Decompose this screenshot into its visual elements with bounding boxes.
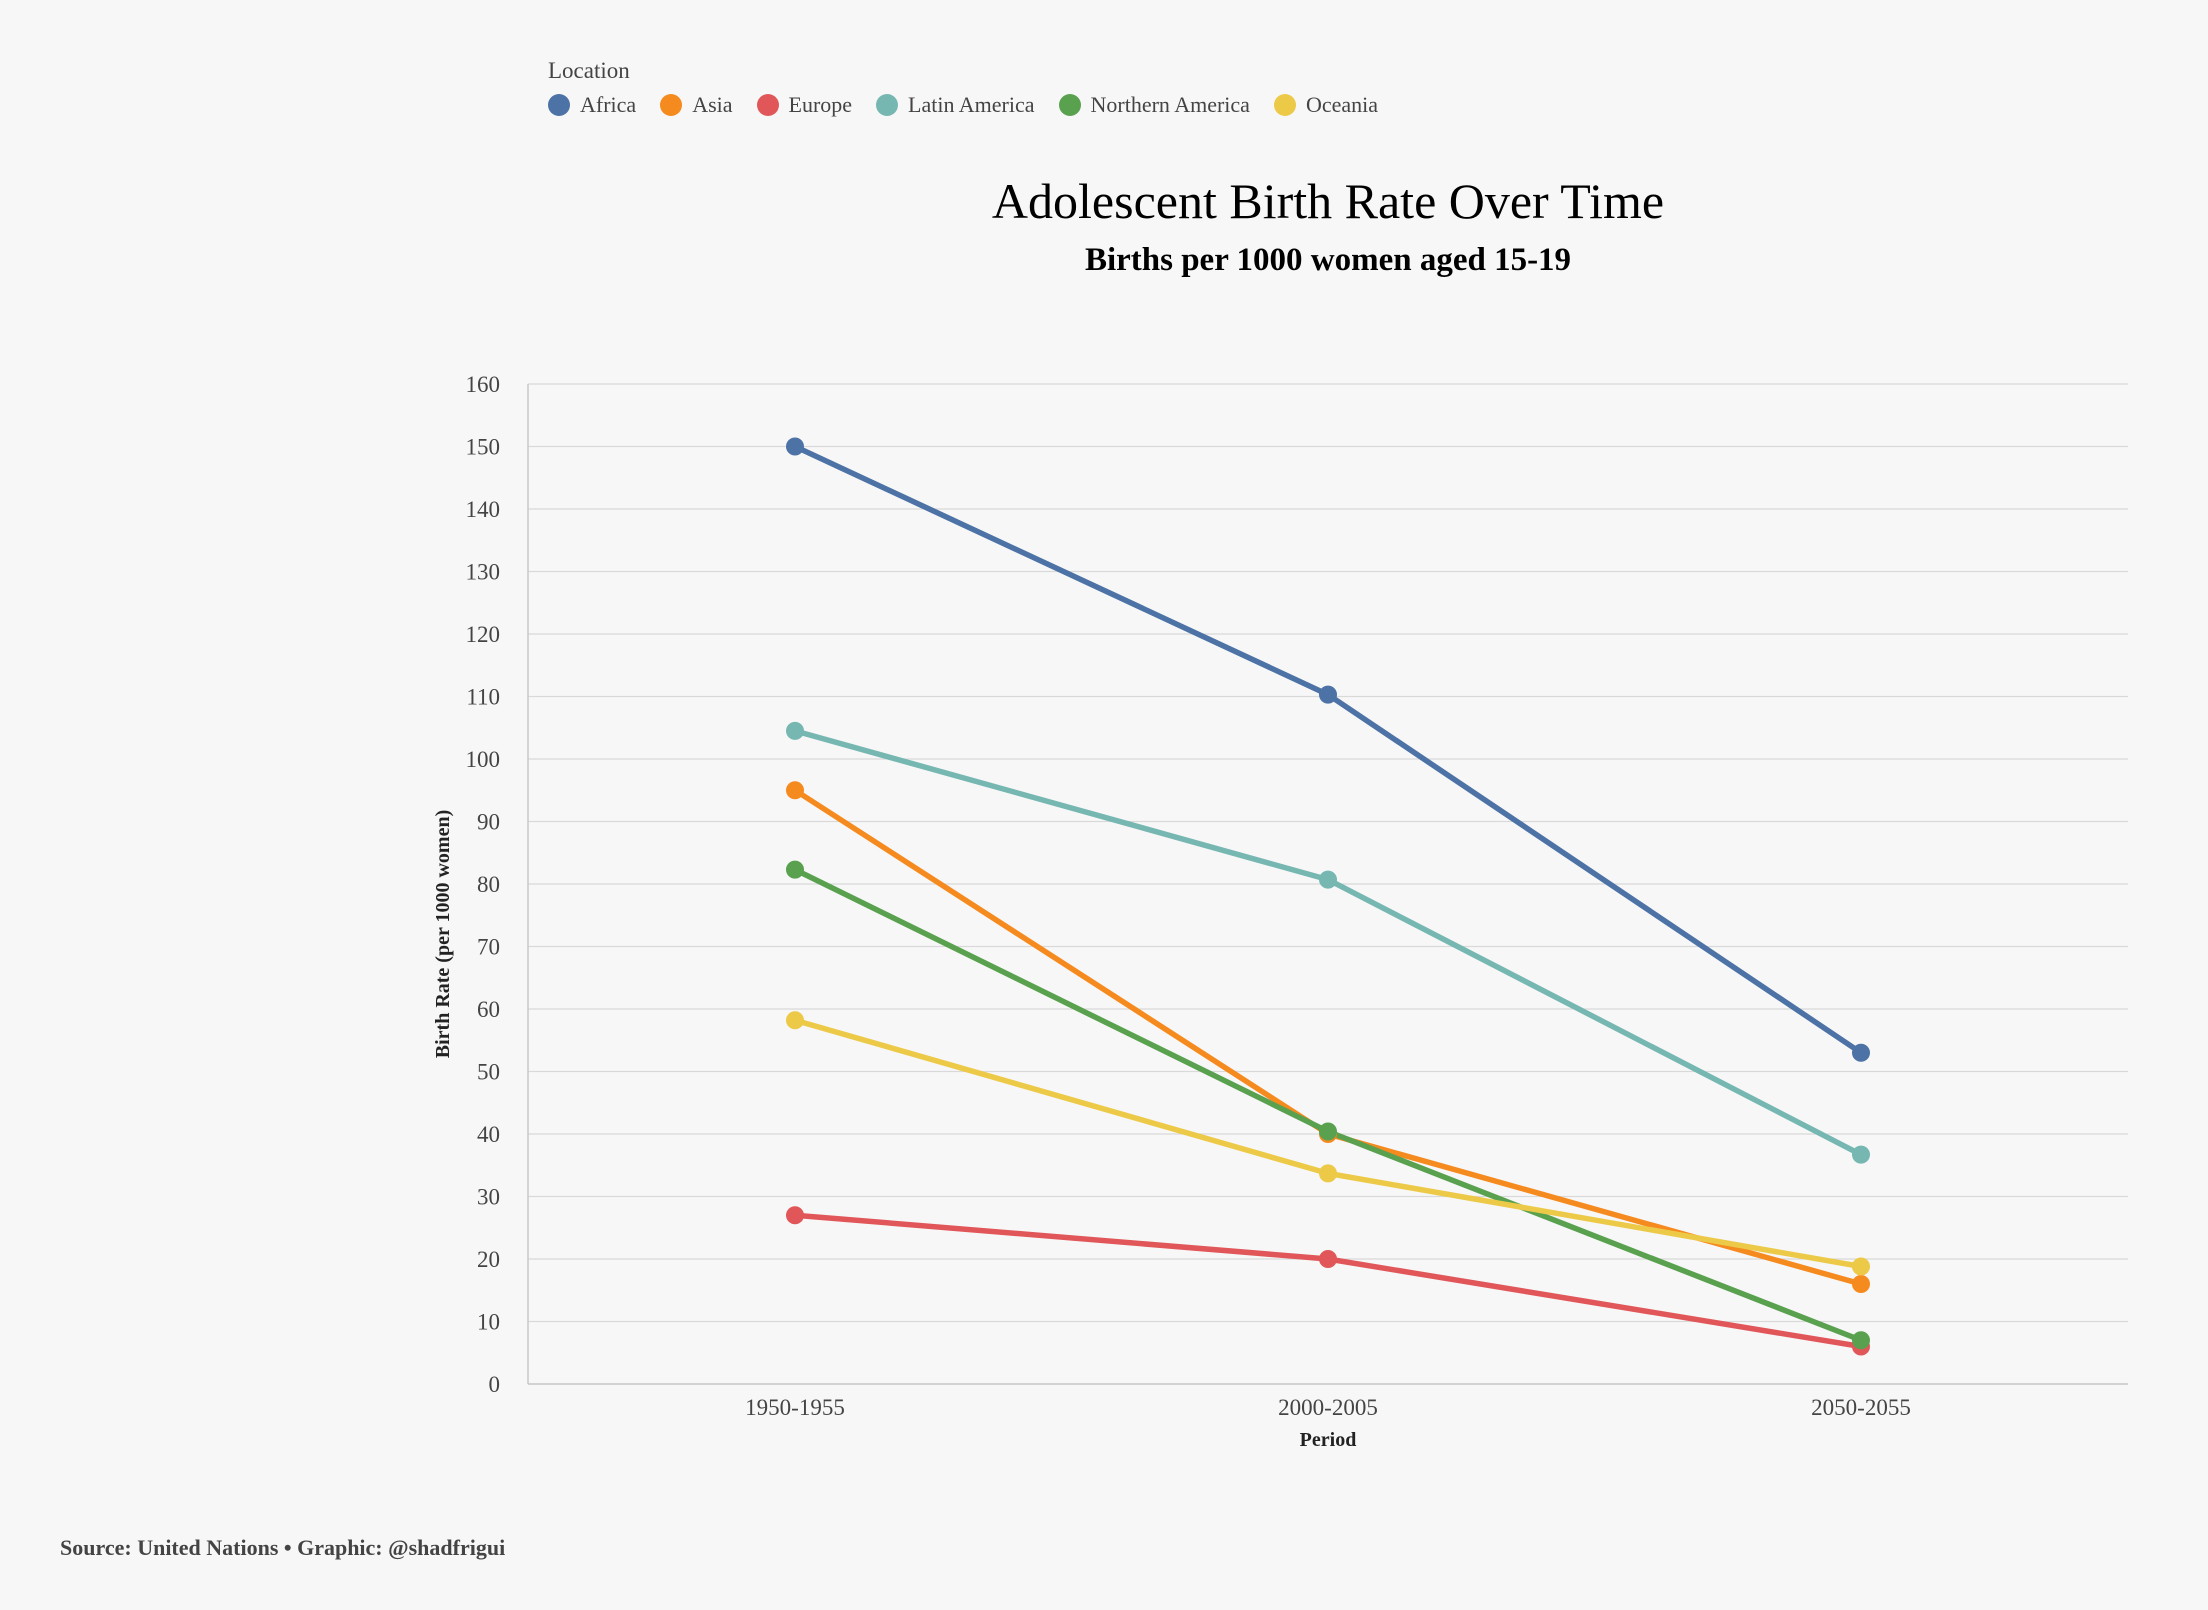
legend-swatch <box>876 94 899 116</box>
data-point-latin-america[interactable] <box>1852 1145 1870 1164</box>
legend-label: Asia <box>692 92 733 117</box>
data-point-northern-america[interactable] <box>786 860 804 879</box>
y-tick-label: 160 <box>466 372 501 397</box>
y-tick-label: 30 <box>477 1185 500 1210</box>
y-tick-label: 120 <box>466 622 501 647</box>
chart-title: Adolescent Birth Rate Over Time <box>991 173 1665 229</box>
y-tick-label: 110 <box>466 685 500 710</box>
data-point-oceania[interactable] <box>786 1011 804 1030</box>
data-point-northern-america[interactable] <box>1852 1331 1870 1350</box>
y-tick-label: 90 <box>477 810 500 835</box>
legend-item-latin-america[interactable]: Latin America <box>876 92 1035 118</box>
legend-item-northern-america[interactable]: Northern America <box>1058 92 1250 118</box>
data-point-europe[interactable] <box>786 1206 804 1225</box>
legend-swatch <box>660 94 683 116</box>
y-tick-label: 130 <box>466 560 501 585</box>
series-line-asia <box>792 787 1864 1287</box>
legend-label: Oceania <box>1305 92 1378 117</box>
x-tick-label: 2000-2005 <box>1278 1395 1378 1420</box>
data-point-latin-america[interactable] <box>786 721 804 740</box>
legend-item-oceania[interactable]: Oceania <box>1273 92 1378 118</box>
y-axis-title: Birth Rate (per 1000 women) <box>432 810 454 1058</box>
y-tick-label: 140 <box>466 497 501 522</box>
legend-label: Northern America <box>1090 92 1250 117</box>
y-tick-label: 10 <box>477 1310 500 1335</box>
series-lines <box>792 443 1864 1350</box>
y-tick-label: 60 <box>477 997 500 1022</box>
data-point-europe[interactable] <box>1319 1250 1337 1268</box>
legend-swatch <box>756 94 779 116</box>
y-tick-label: 80 <box>477 872 500 897</box>
data-point-asia[interactable] <box>1852 1275 1870 1293</box>
y-tick-label: 40 <box>477 1122 500 1147</box>
y-tick-label: 100 <box>466 747 501 772</box>
series-line-europe <box>792 1212 1864 1350</box>
y-tick-label: 150 <box>466 435 501 460</box>
legend: Location Africa Asia Europe Latin America No… <box>548 56 1402 118</box>
legend-swatch <box>1273 94 1296 116</box>
legend-label: Latin America <box>908 92 1035 117</box>
chart-subtitle: Births per 1000 women aged 15-19 <box>1084 242 1572 278</box>
y-tick-label: 20 <box>477 1247 500 1272</box>
data-point-northern-america[interactable] <box>1319 1122 1337 1141</box>
legend-items: Africa Asia Europe Latin America Northern Am… <box>548 92 1402 118</box>
legend-label: Africa <box>580 92 637 117</box>
legend-title: Location <box>548 58 630 83</box>
x-tick-label: 1950-1955 <box>745 1395 845 1420</box>
data-points <box>786 437 1870 1356</box>
legend-label: Europe <box>788 92 853 117</box>
data-point-africa[interactable] <box>1852 1043 1870 1062</box>
data-point-africa[interactable] <box>786 437 804 456</box>
legend-item-europe[interactable]: Europe <box>756 92 853 118</box>
x-tick-label: 2050-2055 <box>1811 1395 1911 1420</box>
legend-item-asia[interactable]: Asia <box>660 92 733 118</box>
source-note: Source: United Nations • Graphic: @shadf… <box>60 1535 506 1560</box>
data-point-asia[interactable] <box>786 781 804 800</box>
series-line-northern-america <box>792 866 1864 1343</box>
y-tick-label: 0 <box>489 1372 501 1397</box>
legend-item-africa[interactable]: Africa <box>548 92 636 118</box>
series-line-africa <box>792 443 1864 1056</box>
axes: 0 10 20 30 40 50 60 70 80 90 100 110 120 130 140 150 160… <box>432 372 2128 1451</box>
data-point-oceania[interactable] <box>1852 1257 1870 1276</box>
data-point-latin-america[interactable] <box>1319 870 1337 889</box>
legend-swatch <box>548 94 570 116</box>
legend-swatch <box>1058 94 1081 116</box>
y-tick-label: 70 <box>477 935 500 960</box>
data-point-africa[interactable] <box>1319 685 1337 704</box>
y-tick-label: 50 <box>477 1060 500 1085</box>
data-point-oceania[interactable] <box>1319 1164 1337 1183</box>
x-axis-title: Period <box>1300 1429 1357 1451</box>
